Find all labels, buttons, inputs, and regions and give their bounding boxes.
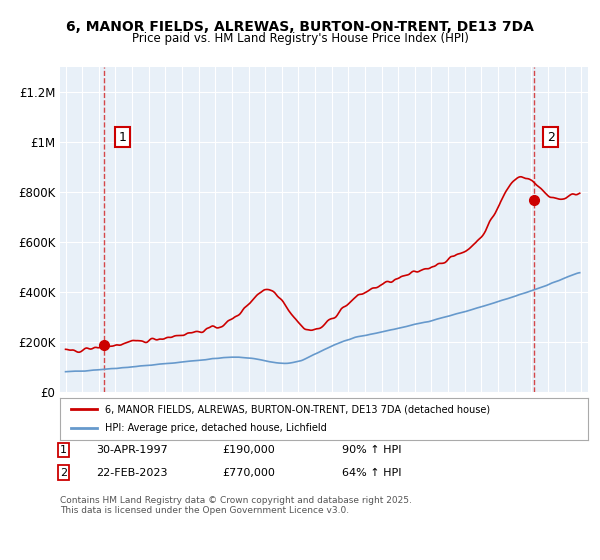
Text: 2: 2 xyxy=(547,130,554,144)
Text: 30-APR-1997: 30-APR-1997 xyxy=(96,445,168,455)
Text: HPI: Average price, detached house, Lichfield: HPI: Average price, detached house, Lich… xyxy=(105,423,326,433)
Text: 1: 1 xyxy=(118,130,126,144)
Text: £190,000: £190,000 xyxy=(222,445,275,455)
Text: Price paid vs. HM Land Registry's House Price Index (HPI): Price paid vs. HM Land Registry's House … xyxy=(131,32,469,45)
Text: 64% ↑ HPI: 64% ↑ HPI xyxy=(342,468,401,478)
Text: Contains HM Land Registry data © Crown copyright and database right 2025.
This d: Contains HM Land Registry data © Crown c… xyxy=(60,496,412,515)
Text: £770,000: £770,000 xyxy=(222,468,275,478)
Text: 1: 1 xyxy=(60,445,67,455)
Text: 22-FEB-2023: 22-FEB-2023 xyxy=(96,468,167,478)
Text: 90% ↑ HPI: 90% ↑ HPI xyxy=(342,445,401,455)
Text: 6, MANOR FIELDS, ALREWAS, BURTON-ON-TRENT, DE13 7DA (detached house): 6, MANOR FIELDS, ALREWAS, BURTON-ON-TREN… xyxy=(105,404,490,414)
Text: 2: 2 xyxy=(60,468,67,478)
Text: 6, MANOR FIELDS, ALREWAS, BURTON-ON-TRENT, DE13 7DA: 6, MANOR FIELDS, ALREWAS, BURTON-ON-TREN… xyxy=(66,20,534,34)
